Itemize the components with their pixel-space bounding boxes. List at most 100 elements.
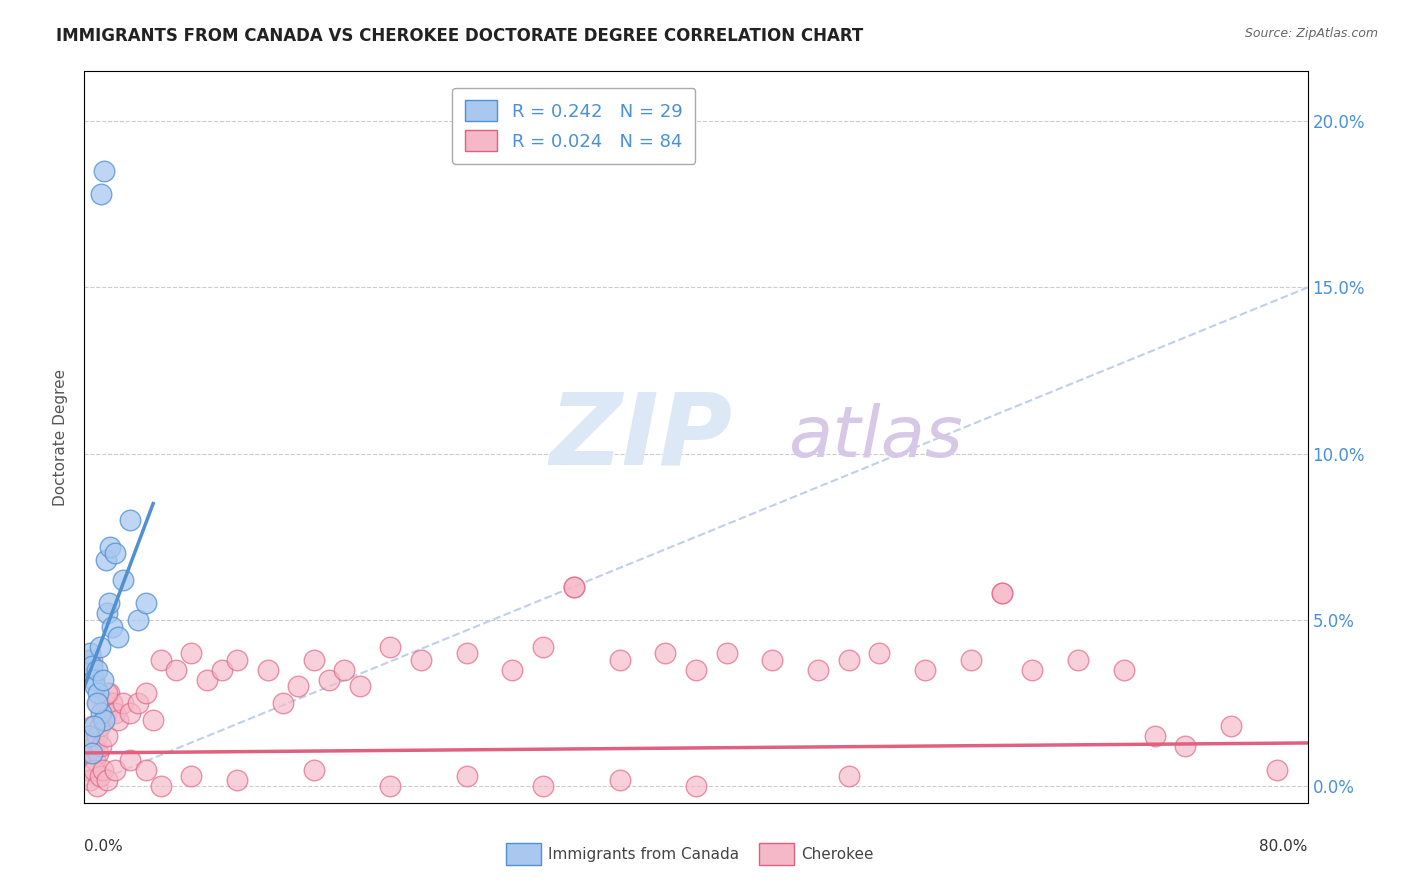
Point	[838, 769, 860, 783]
Point	[716, 646, 738, 660]
Point	[1067, 653, 1090, 667]
Point	[93, 696, 115, 710]
Point	[86, 729, 108, 743]
Point	[180, 646, 202, 660]
Point	[838, 653, 860, 667]
Point	[94, 706, 117, 720]
Point	[127, 613, 149, 627]
Point	[531, 640, 554, 654]
Text: 0.0%: 0.0%	[84, 839, 124, 855]
Point	[87, 696, 110, 710]
Point	[107, 630, 129, 644]
Point	[914, 663, 936, 677]
Point	[380, 779, 402, 793]
Point	[96, 772, 118, 787]
Point	[1021, 663, 1043, 677]
Point	[531, 779, 554, 793]
Point	[180, 769, 202, 783]
Point	[76, 663, 98, 677]
Point	[97, 596, 120, 610]
Point	[271, 696, 294, 710]
Point	[79, 772, 101, 787]
Point	[502, 663, 524, 677]
Point	[77, 729, 100, 743]
Point	[135, 596, 157, 610]
Point	[226, 653, 249, 667]
Point	[120, 753, 142, 767]
Point	[1174, 739, 1197, 754]
Point	[165, 663, 187, 677]
Point	[83, 763, 105, 777]
Text: IMMIGRANTS FROM CANADA VS CHEROKEE DOCTORATE DEGREE CORRELATION CHART: IMMIGRANTS FROM CANADA VS CHEROKEE DOCTO…	[56, 27, 863, 45]
Text: 80.0%: 80.0%	[1260, 839, 1308, 855]
Point	[1143, 729, 1166, 743]
Point	[80, 746, 103, 760]
Point	[96, 729, 118, 743]
Point	[211, 663, 233, 677]
Point	[761, 653, 783, 667]
Point	[456, 769, 478, 783]
Point	[807, 663, 830, 677]
Point	[96, 686, 118, 700]
Point	[90, 739, 112, 754]
Point	[111, 573, 134, 587]
Point	[77, 763, 100, 777]
Point	[135, 686, 157, 700]
Point	[960, 653, 983, 667]
Point	[104, 763, 127, 777]
Legend: R = 0.242   N = 29, R = 0.024   N = 84: R = 0.242 N = 29, R = 0.024 N = 84	[453, 87, 695, 164]
Point	[562, 580, 585, 594]
Text: ZIP: ZIP	[550, 389, 733, 485]
Point	[226, 772, 249, 787]
Point	[104, 546, 127, 560]
Point	[149, 653, 172, 667]
Point	[97, 686, 120, 700]
Point	[562, 580, 585, 594]
Point	[91, 763, 114, 777]
Point	[1114, 663, 1136, 677]
Point	[101, 619, 124, 633]
Point	[86, 663, 108, 677]
Point	[318, 673, 340, 687]
Point	[333, 663, 356, 677]
Point	[84, 753, 107, 767]
Point	[302, 763, 325, 777]
Point	[93, 713, 115, 727]
Point	[98, 540, 121, 554]
Point	[87, 686, 110, 700]
Point	[107, 713, 129, 727]
Point	[1220, 719, 1243, 733]
Point	[89, 719, 111, 733]
Point	[149, 779, 172, 793]
Point	[111, 696, 134, 710]
Point	[93, 164, 115, 178]
Y-axis label: Doctorate Degree: Doctorate Degree	[53, 368, 69, 506]
Point	[287, 680, 309, 694]
Point	[89, 640, 111, 654]
Point	[456, 646, 478, 660]
Point	[302, 653, 325, 667]
Point	[257, 663, 280, 677]
Point	[869, 646, 891, 660]
Point	[80, 659, 103, 673]
Text: atlas: atlas	[787, 402, 962, 472]
Point	[991, 586, 1014, 600]
Point	[80, 719, 103, 733]
Text: Cherokee: Cherokee	[801, 847, 875, 862]
Point	[94, 553, 117, 567]
Point	[89, 769, 111, 783]
Point	[685, 663, 707, 677]
Point	[380, 640, 402, 654]
Point	[79, 646, 101, 660]
Point	[101, 696, 124, 710]
Text: Immigrants from Canada: Immigrants from Canada	[548, 847, 740, 862]
Point	[349, 680, 371, 694]
Point	[79, 729, 101, 743]
Point	[654, 646, 676, 660]
Point	[104, 706, 127, 720]
Point	[86, 696, 108, 710]
Point	[409, 653, 432, 667]
Point	[96, 607, 118, 621]
Point	[77, 653, 100, 667]
Point	[142, 713, 165, 727]
